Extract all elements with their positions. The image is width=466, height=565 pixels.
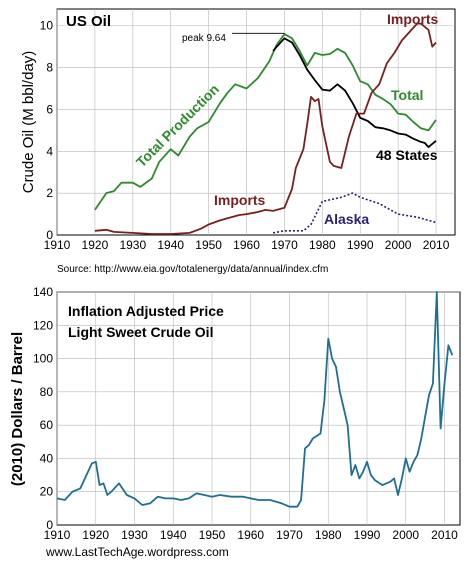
series-line-total (94, 33, 437, 211)
y-tick-label: 8 (46, 61, 53, 75)
y-tick-label: 6 (46, 102, 53, 116)
x-tick-label: 1990 (354, 528, 381, 542)
x-tick-label: 1970 (271, 238, 298, 252)
y-tick-label: 10 (40, 19, 54, 33)
label-48-states: 48 States (376, 147, 438, 163)
x-tick-label: 1910 (44, 528, 71, 542)
x-tick-label: 1960 (233, 238, 260, 252)
y-tick-label: 120 (33, 318, 53, 332)
x-tick-label: 1940 (157, 238, 184, 252)
x-tick-label: 1950 (195, 238, 222, 252)
y-tick-label: 0 (46, 228, 53, 242)
label-imports-bottom: Imports (214, 192, 266, 208)
x-tick-label: 1950 (199, 528, 226, 542)
x-tick-label: 1970 (276, 528, 303, 542)
y-tick-label: 4 (46, 144, 53, 158)
y-tick-label: 100 (33, 352, 53, 366)
top-x-ticks: 1910 1920 1930 1940 1950 1960 1970 1980 1990 2000… (44, 238, 450, 252)
y-tick-label: 140 (33, 285, 53, 299)
bottom-y-axis-label: (2010) Dollars / Barrel (9, 332, 26, 486)
x-tick-label: 1920 (82, 528, 109, 542)
top-y-axis-label: Crude Oil (M bbl/day) (20, 51, 37, 194)
x-tick-label: 1960 (237, 528, 264, 542)
x-tick-label: 2000 (385, 238, 412, 252)
x-tick-label: 1980 (315, 528, 342, 542)
bottom-chart-title: Inflation Adjusted Price (68, 303, 224, 319)
top-series (94, 22, 437, 235)
label-imports-top: Imports (387, 11, 439, 27)
bottom-x-ticks: 1910 1920 1930 1940 1950 1960 1970 1980 1990 2000… (44, 528, 459, 542)
series-line-price (56, 291, 454, 508)
x-tick-label: 2010 (431, 528, 458, 542)
source-note: Source: http://www.eia.gov/totalenergy/d… (57, 264, 328, 275)
y-tick-label: 2 (46, 186, 53, 200)
top-y-ticks: 0 2 4 6 8 10 (40, 19, 54, 242)
bottom-series (56, 291, 454, 508)
x-tick-label: 1910 (44, 238, 71, 252)
series-line-imports (94, 22, 437, 235)
footer-credit: www.LastTechAge.wordpress.com (45, 545, 229, 559)
us-oil-chart: 0 2 4 6 8 10 1910 1920 1930 1940 1950 1960 1970 1980… (20, 8, 456, 275)
x-tick-label: 2010 (423, 238, 450, 252)
top-chart-title: US Oil (66, 13, 111, 30)
x-tick-label: 1930 (119, 238, 146, 252)
y-tick-label: 80 (40, 385, 54, 399)
y-tick-label: 0 (46, 518, 53, 532)
bottom-y-ticks: 0 20 40 60 80 100 120 140 (33, 285, 53, 532)
x-tick-label: 1930 (121, 528, 148, 542)
series-line-states48 (272, 37, 437, 149)
bottom-chart-subtitle: Light Sweet Crude Oil (68, 324, 213, 340)
top-plot-frame (56, 8, 456, 236)
bottom-grid (56, 291, 460, 525)
y-tick-label: 40 (40, 451, 54, 465)
y-tick-label: 20 (40, 485, 54, 499)
x-tick-label: 1990 (347, 238, 374, 252)
x-tick-label: 2000 (392, 528, 419, 542)
x-tick-label: 1940 (160, 528, 187, 542)
label-alaska: Alaska (324, 211, 369, 227)
bottom-plot-frame (56, 291, 461, 526)
x-tick-label: 1920 (82, 238, 109, 252)
y-tick-label: 60 (40, 418, 54, 432)
peak-annotation: peak 9.64 (182, 33, 226, 44)
label-total: Total (391, 87, 423, 103)
x-tick-label: 1980 (309, 238, 336, 252)
